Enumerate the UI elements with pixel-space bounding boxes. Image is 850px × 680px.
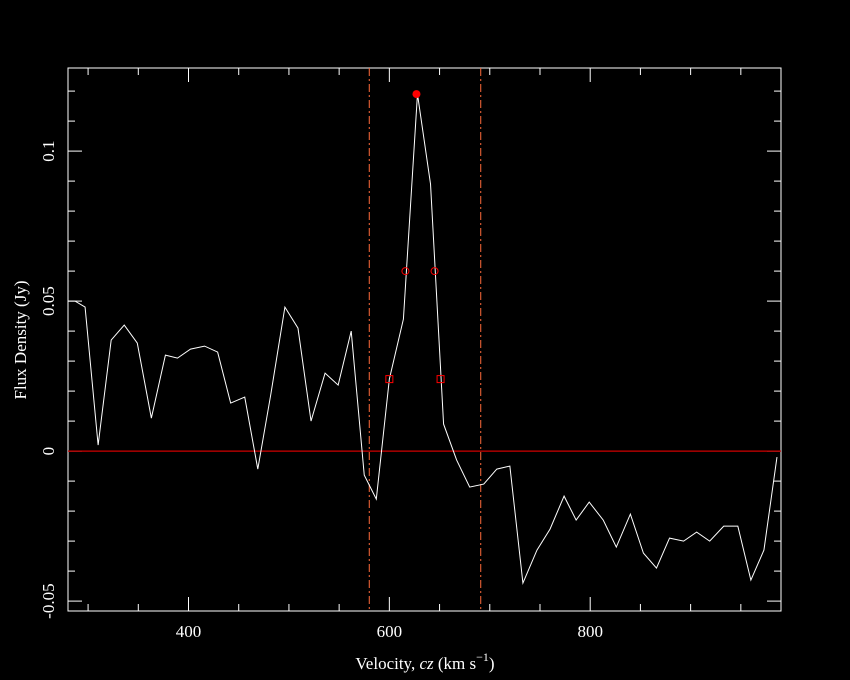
y-tick-label: 0: [39, 447, 58, 456]
y-tick-label: -0.05: [39, 583, 58, 618]
w20-marker: [385, 375, 394, 384]
w50-marker: [401, 267, 410, 276]
x-label-unit: (km s: [434, 654, 477, 673]
y-tick-label: 0.05: [39, 286, 58, 316]
x-tick-label: 400: [176, 622, 202, 641]
x-label-exponent: −1: [476, 650, 489, 664]
x-label-suffix: ): [489, 654, 495, 673]
y-axis-label: Flux Density (Jy): [11, 281, 30, 400]
plot-frame: [67, 67, 782, 612]
w50-marker: [430, 267, 439, 276]
x-label-prefix: Velocity,: [355, 654, 419, 673]
x-label-variable: cz: [419, 654, 434, 673]
w20-marker: [436, 375, 445, 384]
x-tick-label: 800: [577, 622, 603, 641]
x-axis-label: Velocity, cz (km s−1): [355, 650, 494, 673]
x-tick-label: 600: [377, 622, 403, 641]
y-tick-label: 0.1: [39, 140, 58, 161]
peak-marker: [412, 90, 421, 99]
